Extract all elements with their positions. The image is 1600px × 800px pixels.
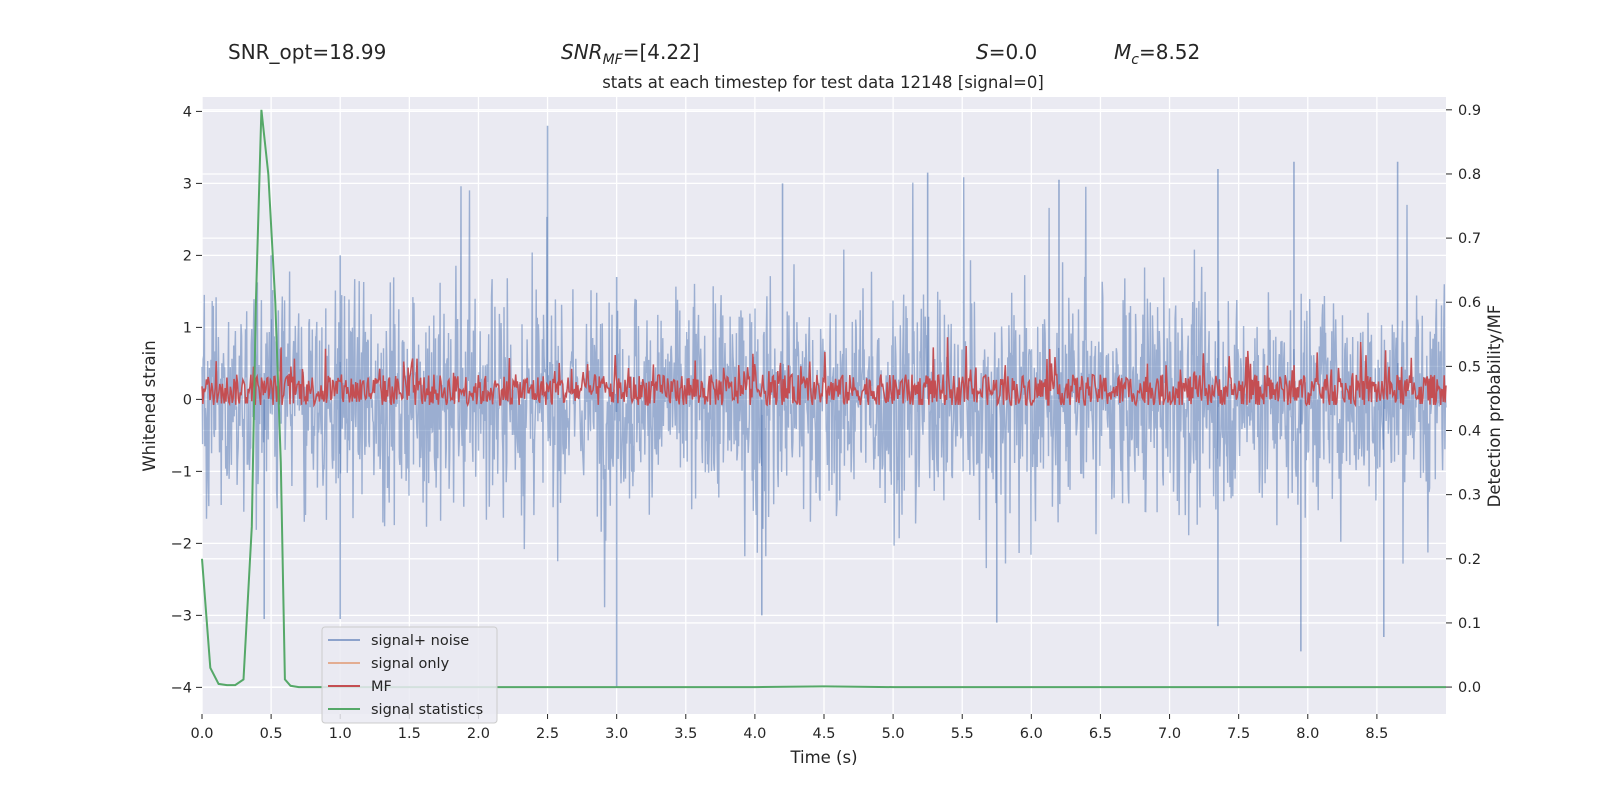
x-tick-label: 8.0 (1296, 726, 1319, 742)
legend-label-signal-noise: signal+ noise (371, 633, 469, 649)
y2-axis-label: Detection probability/MF (1485, 305, 1504, 508)
legend-label-signal-only: signal only (371, 656, 450, 672)
y2-tick-label: 0.3 (1458, 488, 1481, 504)
mc-value: =8.52 (1139, 40, 1200, 64)
x-tick-label: 6.0 (1020, 726, 1043, 742)
s-stat: S=0.0 (976, 40, 1037, 64)
y-tick-label: −2 (171, 536, 192, 552)
s-value: =0.0 (989, 40, 1038, 64)
snr-mf-value: =[4.22] (623, 40, 700, 64)
legend-frame (321, 626, 498, 724)
mc-subscript: c (1131, 52, 1139, 68)
x-tick-label: 5.5 (951, 726, 974, 742)
y-tick-label: −4 (171, 680, 192, 696)
header-stats: SNR_opt=18.99 SNRMF=[4.22] S=0.0 Mc=8.52 (228, 40, 1200, 68)
y2-tick-label: 0.8 (1458, 167, 1481, 183)
mc-label: M (1114, 40, 1131, 64)
y2-tick-label: 0.0 (1458, 680, 1481, 696)
x-tick-label: 2.0 (467, 726, 490, 742)
x-tick-label: 4.5 (812, 726, 835, 742)
x-tick-label: 7.5 (1227, 726, 1250, 742)
snr-opt-stat: SNR_opt=18.99 (228, 40, 386, 64)
y-tick-label: −1 (171, 464, 192, 480)
snr-mf-subscript: MF (603, 52, 624, 68)
y-tick-label: 4 (183, 104, 192, 120)
s-label: S (976, 40, 989, 64)
x-tick-label: 4.0 (743, 726, 766, 742)
snr-mf-label: SNR (561, 40, 603, 64)
y-tick-label: 0 (183, 392, 192, 408)
x-tick-label: 1.5 (398, 726, 421, 742)
legend-label-mf: MF (371, 679, 392, 695)
x-tick-label: 6.5 (1089, 726, 1112, 742)
snr-mf-stat: SNRMF=[4.22] (561, 40, 700, 68)
series-mf-line (201, 337, 1447, 408)
x-tick-label: 7.0 (1158, 726, 1181, 742)
y-tick-label: −3 (171, 608, 192, 624)
x-tick-label: 3.0 (605, 726, 628, 742)
y2-tick-label: 0.5 (1458, 359, 1481, 375)
data-layer (201, 109, 1447, 689)
y2-tick-label: 0.7 (1458, 231, 1481, 247)
y2-tick-label: 0.4 (1458, 424, 1481, 440)
legend: signal+ noise signal only MF signal stat… (321, 626, 498, 724)
x-tick-label: 1.0 (329, 726, 352, 742)
y2-tick-label: 0.1 (1458, 616, 1481, 632)
y-tick-label: 2 (183, 248, 192, 264)
y2-tick-label: 0.6 (1458, 295, 1481, 311)
chart-title: stats at each timestep for test data 121… (602, 73, 1044, 92)
axis-layer: 0.0 0.5 1.0 1.5 2.0 2.5 3.0 3.5 4.0 4.5 5.0 5.5 6.0 6… (171, 103, 1481, 742)
y-axis-label: Whitened strain (140, 340, 159, 471)
y2-tick-label: 0.2 (1458, 552, 1481, 568)
x-tick-label: 8.5 (1365, 726, 1388, 742)
x-axis-label: Time (s) (789, 748, 857, 767)
x-tick-label: 3.5 (674, 726, 697, 742)
series-signal-statistics-line (201, 109, 1446, 689)
y2-tick-label: 0.9 (1458, 103, 1481, 119)
x-tick-label: 5.0 (882, 726, 905, 742)
y-tick-label: 3 (183, 176, 192, 192)
x-tick-label: 0.5 (260, 726, 283, 742)
legend-label-signal-statistics: signal statistics (371, 702, 483, 718)
mc-stat: Mc=8.52 (1114, 40, 1200, 68)
y-tick-label: 1 (183, 320, 192, 336)
x-tick-label: 0.0 (190, 726, 213, 742)
x-tick-label: 2.5 (536, 726, 559, 742)
